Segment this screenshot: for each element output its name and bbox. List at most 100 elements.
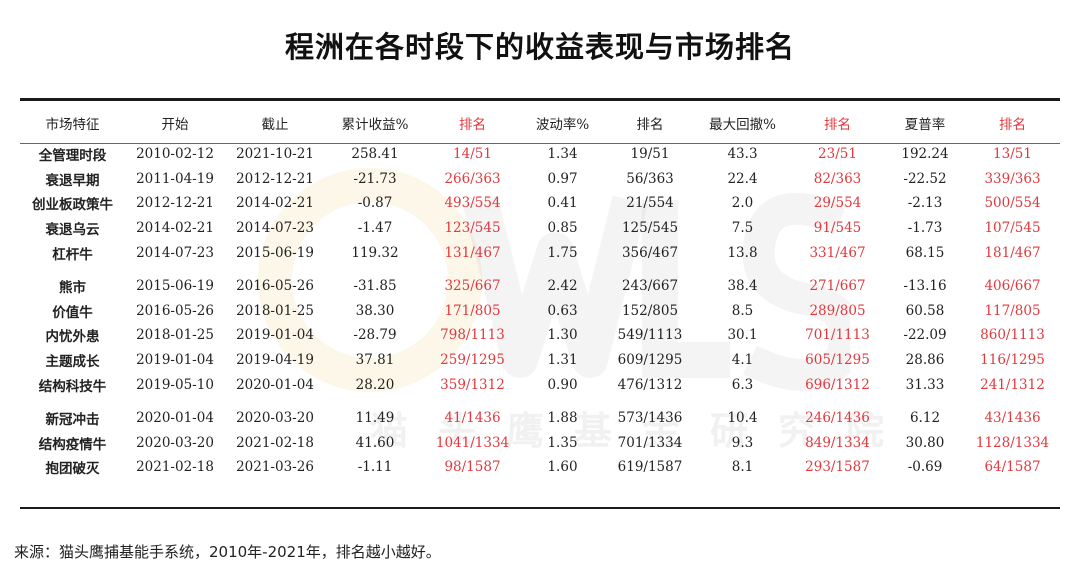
table-cell: 0.97 (547, 170, 578, 187)
table-cell: 192.24 (901, 146, 949, 163)
table-cell: 41.60 (355, 434, 395, 451)
table-cell: 293/1587 (805, 459, 870, 476)
table-cell: 2020-01-04 (236, 376, 314, 393)
table-cell: 2016-05-26 (136, 302, 214, 319)
table-cell: 38.4 (727, 278, 758, 295)
table-cell: 13.8 (727, 244, 758, 261)
table-row: 衰退乌云 2014-02-21 2014-07-23 -1.47 123/545 0.85… (20, 216, 1060, 241)
table-cell: 2015-06-19 (236, 244, 314, 261)
table-row: 主题成长 2019-01-04 2019-04-19 37.81 259/1295 1.3… (20, 348, 1060, 373)
table-body: 全管理时段 2010-02-12 2021-10-21 258.41 14/51 1.34… (20, 142, 1060, 480)
table-cell: 2014-07-23 (236, 220, 314, 237)
table-cell: -0.87 (357, 195, 393, 212)
table-cell: 2010-02-12 (136, 146, 214, 163)
group-spacer (20, 397, 1060, 406)
table-cell: 696/1312 (805, 376, 870, 393)
table-cell: 29/554 (813, 195, 862, 212)
table-cell: 60.58 (905, 302, 945, 319)
table-cell: 0.90 (547, 376, 578, 393)
table-cell: 1.34 (547, 146, 578, 163)
market-phase-cell: 创业板政策牛 (32, 197, 113, 214)
table-cell: 2014-02-21 (236, 195, 314, 212)
table-cell: 117/805 (984, 302, 1041, 319)
column-header: 夏普率 (904, 117, 946, 133)
table-cell: 2020-03-20 (136, 434, 214, 451)
table-row: 结构疫情牛 2020-03-20 2021-02-18 41.60 1041/1334 1… (20, 431, 1060, 456)
table-row: 全管理时段 2010-02-12 2021-10-21 258.41 14/51 1.34… (20, 142, 1060, 167)
column-header: 累计收益% (341, 117, 409, 133)
table-cell: 2021-02-18 (136, 459, 214, 476)
table-cell: 573/1436 (617, 410, 683, 427)
table-cell: 1.30 (547, 327, 578, 344)
table-cell: 1128/1334 (975, 434, 1050, 451)
table-cell: -31.85 (353, 278, 397, 295)
table-cell: -13.16 (903, 278, 947, 295)
table-cell: 107/545 (984, 220, 1041, 237)
table-cell: 2.0 (731, 195, 754, 212)
table-cell: 23/51 (818, 146, 857, 163)
table-row: 结构科技牛 2019-05-10 2020-01-04 28.20 359/1312 0.… (20, 372, 1060, 397)
table-cell: 64/1587 (984, 459, 1041, 476)
table-cell: 2012-12-21 (236, 170, 314, 187)
table-cell: -28.79 (353, 327, 397, 344)
table-cell: -1.11 (357, 459, 393, 476)
column-header: 排名 (999, 117, 1026, 133)
table-cell: 0.63 (547, 302, 578, 319)
table-cell: 243/667 (621, 278, 679, 295)
market-phase-cell: 内忧外患 (45, 329, 100, 346)
table-cell: 91/545 (813, 220, 862, 237)
market-phase-cell: 结构科技牛 (38, 378, 107, 395)
table-row: 杠杆牛 2014-07-23 2015-06-19 119.32 131/467 1.75… (20, 240, 1060, 265)
table-cell: 619/1587 (617, 459, 683, 476)
table-cell: 14/51 (453, 146, 492, 163)
table-cell: 171/805 (444, 302, 501, 319)
table-cell: 4.1 (731, 352, 754, 369)
table-cell: 500/554 (984, 195, 1041, 212)
table-cell: 0.41 (547, 195, 578, 212)
table-cell: 609/1295 (617, 352, 683, 369)
table-cell: 271/667 (809, 278, 866, 295)
table-cell: 2021-03-26 (236, 459, 314, 476)
table-cell: 1.60 (547, 459, 578, 476)
table-cell: 37.81 (355, 352, 395, 369)
table-cell: 798/1113 (440, 327, 505, 344)
table-cell: 246/1436 (805, 410, 870, 427)
table-cell: 2014-02-21 (136, 220, 214, 237)
table-top-rule (20, 98, 1060, 101)
table-bottom-rule (20, 507, 1060, 509)
table-row: 抱团破灭 2021-02-18 2021-03-26 -1.11 98/1587 1.60… (20, 455, 1060, 480)
column-header: 排名 (636, 117, 664, 133)
table-cell: 181/467 (984, 244, 1041, 261)
table-cell: 860/1113 (980, 327, 1045, 344)
table-cell: 43/1436 (984, 410, 1041, 427)
table-cell: 406/667 (984, 278, 1041, 295)
table-cell: -22.52 (903, 170, 947, 187)
table-cell: 2019-05-10 (136, 376, 214, 393)
table-cell: 359/1312 (440, 376, 505, 393)
table-header-rule (20, 143, 1060, 144)
table-row: 新冠冲击 2020-01-04 2020-03-20 11.49 41/1436 1.88… (20, 406, 1060, 431)
table-cell: 30.1 (727, 327, 758, 344)
table-cell: 9.3 (731, 434, 754, 451)
watermark-text: 猫头鹰基金研究院 (370, 409, 915, 453)
table-cell: 6.12 (909, 410, 941, 427)
table-cell: 241/1312 (980, 376, 1045, 393)
table-cell: 82/363 (813, 170, 862, 187)
table-cell: 339/363 (984, 170, 1041, 187)
column-header: 截止 (261, 117, 289, 133)
table-cell: 701/1113 (805, 327, 870, 344)
table-cell: 123/545 (444, 220, 501, 237)
table-cell: -22.09 (903, 327, 947, 344)
table-cell: 1.31 (547, 352, 578, 369)
table-cell: 0.85 (547, 220, 578, 237)
market-phase-cell: 主题成长 (45, 354, 100, 371)
column-header: 排名 (824, 117, 851, 133)
market-phase-cell: 衰退乌云 (45, 222, 100, 239)
table-cell: 10.4 (727, 410, 758, 427)
spacer-cell (20, 397, 1060, 406)
table-cell: -1.73 (907, 220, 943, 237)
table-cell: -0.69 (907, 459, 943, 476)
table-cell: 131/467 (444, 244, 501, 261)
table-cell: 28.86 (905, 352, 945, 369)
table-cell: 1041/1334 (435, 434, 510, 451)
